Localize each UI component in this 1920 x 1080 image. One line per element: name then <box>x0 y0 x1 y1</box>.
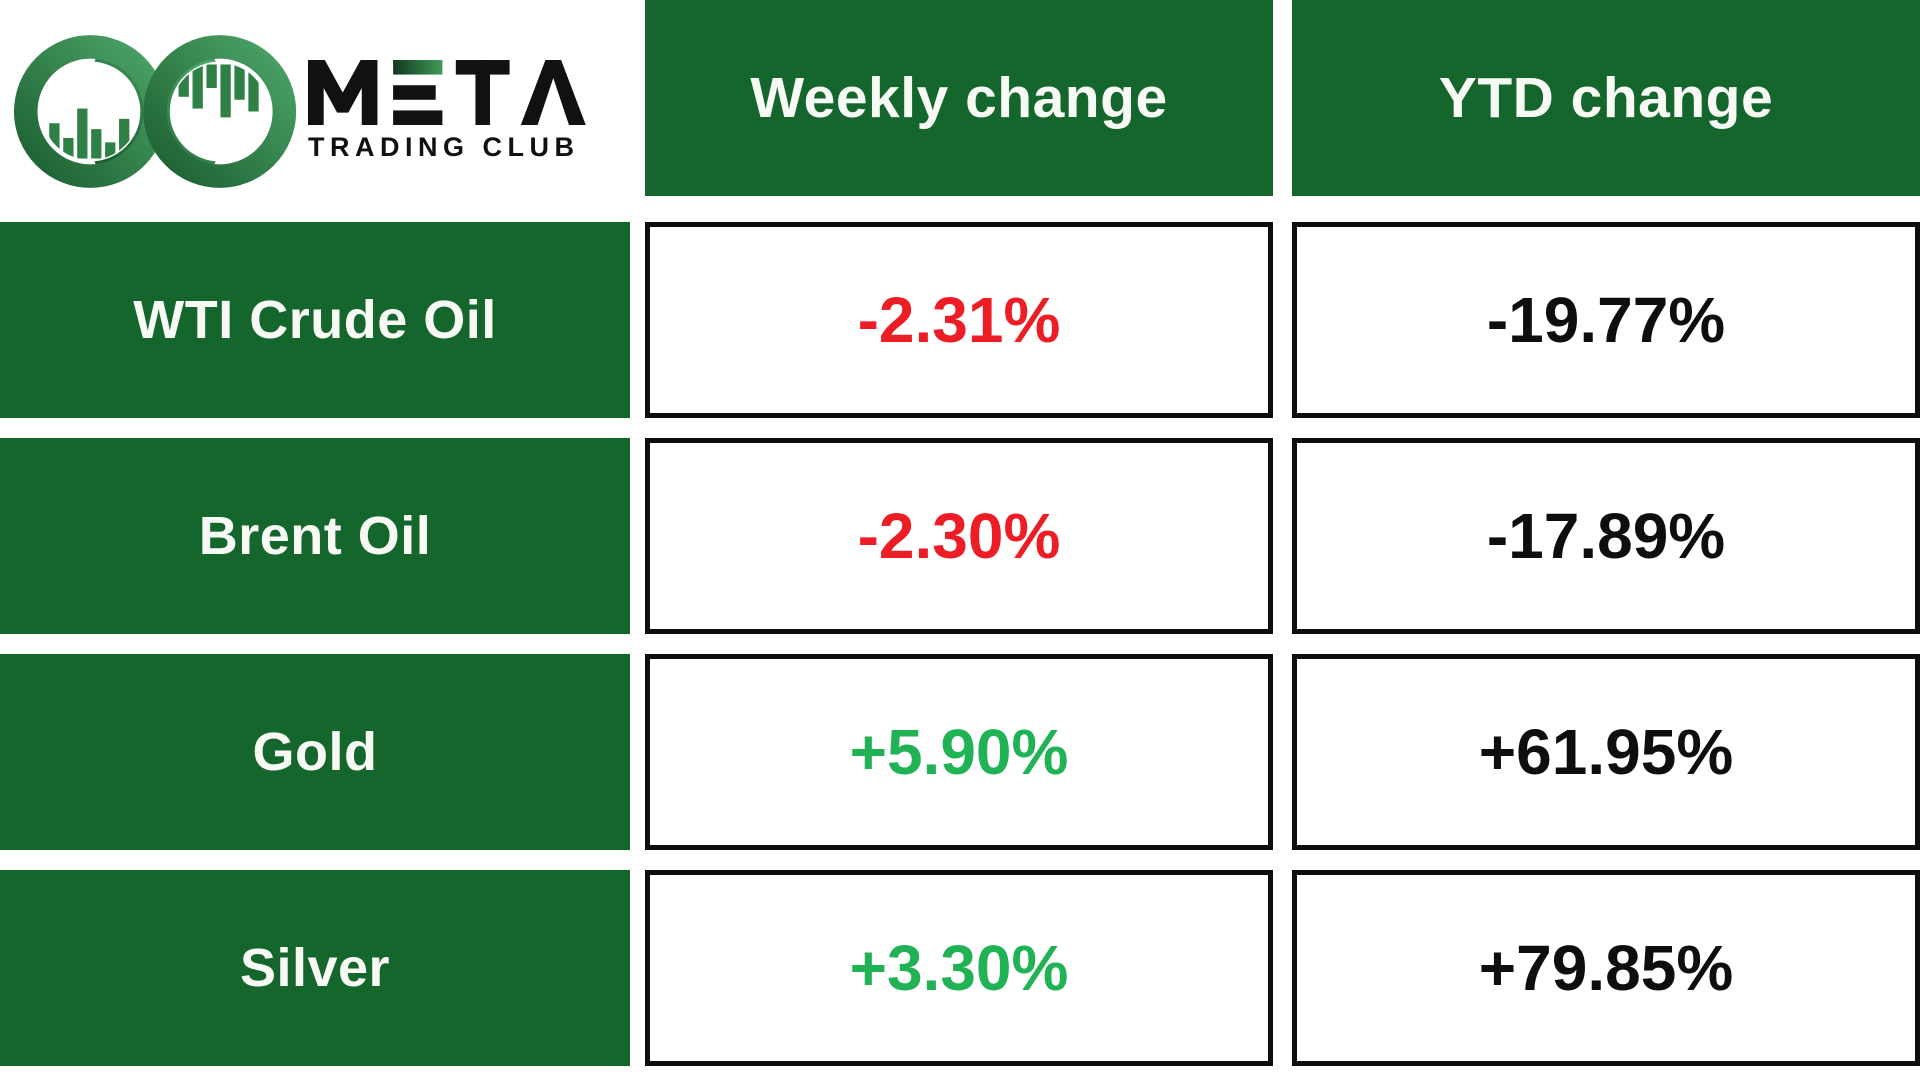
brand-wordmark-meta <box>308 59 586 125</box>
value-wti-weekly: -2.31% <box>645 222 1273 418</box>
column-header-weekly-change: Weekly change <box>645 0 1273 196</box>
row-label-wti-crude-oil: WTI Crude Oil <box>0 222 630 418</box>
value-brent-ytd: -17.89% <box>1292 438 1920 634</box>
value-brent-weekly: -2.30% <box>645 438 1273 634</box>
value-gold-ytd: +61.95% <box>1292 654 1920 850</box>
row-label-gold: Gold <box>0 654 630 850</box>
infinity-bar-chart-logo-icon <box>14 34 297 188</box>
brand-text: META TRADING CLUB <box>308 59 588 163</box>
value-gold-weekly: +5.90% <box>645 654 1273 850</box>
value-silver-ytd: +79.85% <box>1292 870 1920 1066</box>
value-silver-weekly: +3.30% <box>645 870 1273 1066</box>
brand-logo: META TRADING CLUB <box>14 34 588 188</box>
logo-left-bars <box>49 108 130 159</box>
brand-subtitle: TRADING CLUB <box>308 131 580 162</box>
row-label-silver: Silver <box>0 870 630 1066</box>
brand-header-cell: META TRADING CLUB <box>0 0 630 196</box>
row-label-brent-oil: Brent Oil <box>0 438 630 634</box>
column-header-ytd-change: YTD change <box>1292 0 1920 196</box>
logo-right-bars <box>178 63 259 117</box>
value-wti-ytd: -19.77% <box>1292 222 1920 418</box>
